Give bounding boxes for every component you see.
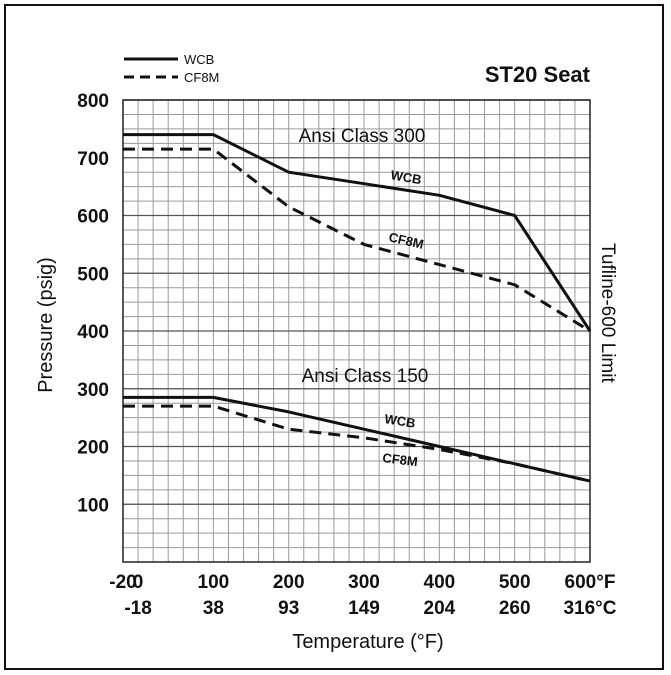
annotation-ansi-class-150: Ansi Class 150 <box>302 366 429 387</box>
series-line-cf8m-ansi-class-300 <box>123 147 591 333</box>
x-tick-label-celsius: 93 <box>278 598 299 619</box>
grid <box>122 99 591 563</box>
x-tick-label-fahrenheit: 300 <box>348 572 380 593</box>
annotation-cf8m-300: CF8M <box>387 229 425 252</box>
y-tick-label: 700 <box>77 149 109 170</box>
y-tick-label: 100 <box>77 495 109 516</box>
y-tick-label: 400 <box>77 322 109 343</box>
x-tick-label-fahrenheit: -20 <box>109 572 136 593</box>
x-tick-label-celsius: 149 <box>348 598 380 619</box>
tick-labels: 100 200 300 400 500 600 700 800 -200 100 200 300 400… <box>77 91 616 619</box>
annotation-tufline-limit: Tufline-600 Limit <box>597 243 618 383</box>
x-axis-label: Temperature (°F) <box>292 631 443 653</box>
x-tick-label-celsius: 38 <box>203 598 224 619</box>
legend-label-cf8m: CF8M <box>184 70 219 85</box>
x-tick-label-celsius: 316°C <box>563 598 616 619</box>
legend: WCB CF8M <box>124 52 219 85</box>
x-tick-label-celsius: -18 <box>124 598 151 619</box>
annotation-cf8m-150: CF8M <box>382 450 419 469</box>
series-line-wcb-ansi-class-150 <box>123 395 591 483</box>
legend-label-wcb: WCB <box>184 52 214 67</box>
y-axis-label: Pressure (psig) <box>35 257 57 393</box>
x-tick-label-celsius: 204 <box>424 598 456 619</box>
x-tick-label-fahrenheit: 100 <box>198 572 230 593</box>
x-tick-label-fahrenheit: 200 <box>273 572 305 593</box>
y-tick-label: 600 <box>77 207 109 228</box>
x-tick-label-fahrenheit: 0 <box>133 572 144 593</box>
y-tick-label: 800 <box>77 91 109 112</box>
y-tick-label: 200 <box>77 438 109 459</box>
x-tick-label-fahrenheit: 500 <box>499 572 531 593</box>
chart-title: ST20 Seat <box>485 62 591 87</box>
annotation-ansi-class-300: Ansi Class 300 <box>299 126 426 147</box>
series-line-wcb-ansi-class-300 <box>123 133 592 332</box>
x-tick-label-fahrenheit: 600°F <box>565 572 616 593</box>
annotation-wcb-150: WCB <box>384 411 417 431</box>
y-tick-label: 300 <box>77 380 109 401</box>
x-tick-label-celsius: 260 <box>499 598 531 619</box>
annotation-wcb-300: WCB <box>389 167 422 187</box>
y-tick-label: 500 <box>77 264 109 285</box>
series-layer <box>123 133 592 483</box>
x-tick-label-fahrenheit: 400 <box>424 572 456 593</box>
